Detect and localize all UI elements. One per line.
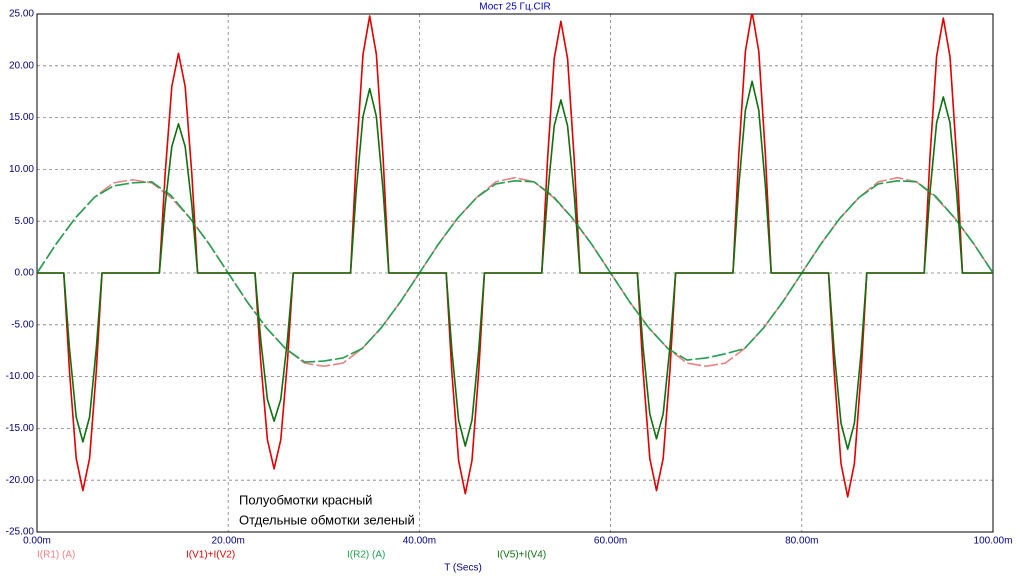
- legend-label: I(R2) (A): [347, 550, 385, 561]
- y-tick-label: 5.00: [15, 216, 35, 227]
- chart-title: Мост 25 Гц.CIR: [479, 2, 550, 13]
- series-line: [37, 176, 993, 368]
- y-tick-label: -15.00: [6, 423, 35, 434]
- annotation: Полуобмотки красный: [239, 492, 372, 507]
- y-tick-label: -20.00: [6, 475, 35, 486]
- legend-label: I(R1) (A): [37, 550, 75, 561]
- legend-label: I(V5)+I(V4): [497, 550, 546, 561]
- x-tick-label: 40.00m: [403, 536, 436, 547]
- y-tick-label: 25.00: [9, 9, 34, 20]
- y-tick-label: -10.00: [6, 371, 35, 382]
- x-axis-label: T (Secs): [444, 563, 482, 574]
- x-tick-label: 0.00m: [23, 536, 51, 547]
- y-tick-label: 20.00: [9, 60, 34, 71]
- x-tick-label: 60.00m: [594, 536, 627, 547]
- x-tick-label: 20.00m: [212, 536, 245, 547]
- y-tick-label: 15.00: [9, 112, 34, 123]
- x-tick-label: 80.00m: [785, 536, 818, 547]
- y-tick-label: -5.00: [11, 319, 34, 330]
- y-tick-label: 0.00: [15, 268, 35, 279]
- y-tick-label: 10.00: [9, 164, 34, 175]
- series-line: [37, 180, 993, 363]
- x-tick-label: 100.00m: [974, 536, 1013, 547]
- series-line: [37, 80, 993, 450]
- plot-area: [37, 14, 993, 498]
- y-tick-label: -25.00: [6, 527, 35, 538]
- annotation: Отдельные обмотки зеленый: [239, 512, 415, 527]
- legend-label: I(V1)+I(V2): [186, 550, 235, 561]
